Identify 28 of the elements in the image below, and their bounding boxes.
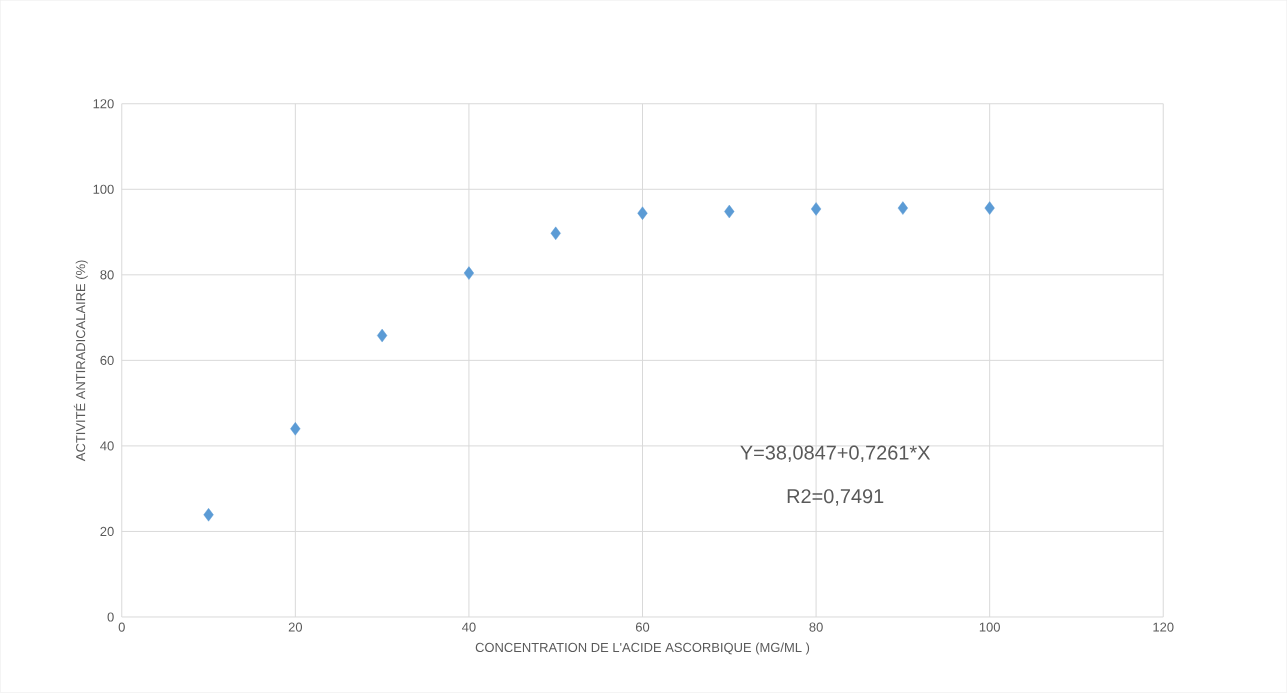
point bbox=[463, 266, 474, 280]
point bbox=[811, 202, 822, 216]
y-axis-title: ACTIVITÉ ANTIRADICALAIRE (%) bbox=[73, 260, 88, 462]
y-tick-label: 20 bbox=[100, 526, 114, 537]
x-tick-label: 120 bbox=[1153, 622, 1174, 632]
point bbox=[897, 201, 908, 215]
y-tick-label: 100 bbox=[93, 184, 114, 195]
point bbox=[724, 204, 735, 219]
point bbox=[984, 201, 995, 215]
annotation: R2=0,7491 bbox=[787, 489, 884, 506]
x-tick-label: 80 bbox=[809, 622, 823, 632]
y-tick-label: 60 bbox=[100, 355, 114, 366]
y-tick-label: 120 bbox=[93, 99, 114, 109]
x-tick-label: 60 bbox=[635, 622, 650, 632]
point bbox=[290, 422, 301, 436]
point bbox=[637, 206, 648, 221]
y-tick-label: 40 bbox=[100, 441, 114, 451]
y-tick-label: 0 bbox=[107, 612, 114, 622]
point bbox=[377, 328, 388, 343]
point bbox=[550, 226, 561, 241]
x-axis-title: CONCENTRATION DE L'ACIDE ASCORBIQUE (MG/ML ) bbox=[475, 642, 810, 655]
x-tick-label: 0 bbox=[118, 622, 125, 632]
x-tick-label: 20 bbox=[288, 622, 303, 632]
x-tick-label: 40 bbox=[462, 622, 476, 632]
annotation: Y=38,0847+0,7261*X bbox=[740, 445, 931, 463]
point bbox=[203, 508, 214, 522]
y-tick-label: 80 bbox=[100, 270, 114, 280]
x-tick-label: 100 bbox=[979, 622, 1000, 632]
